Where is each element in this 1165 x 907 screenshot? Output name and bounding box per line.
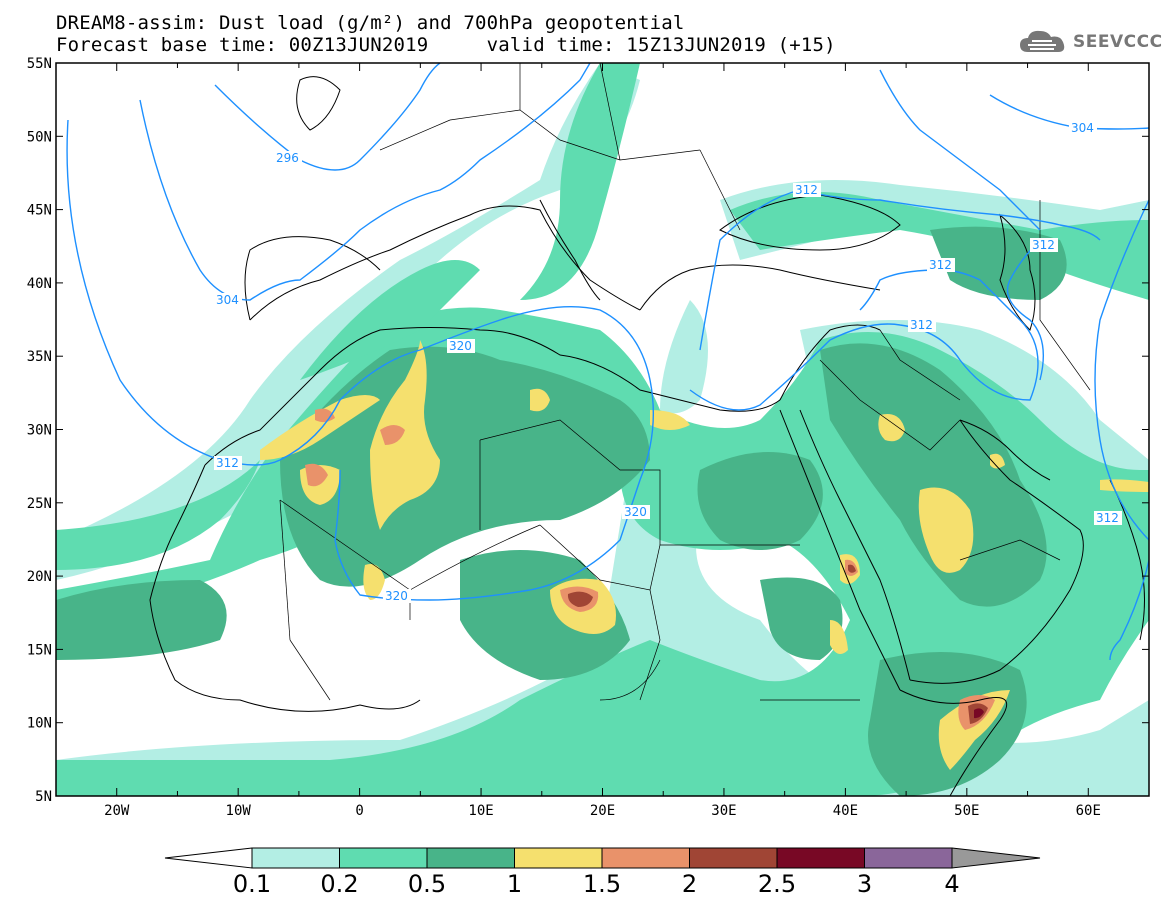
colorbar-under-triangle — [164, 847, 253, 869]
contour-label-304-northeast: 304 — [1071, 121, 1094, 135]
colorbar-segment — [339, 847, 428, 869]
lon-label: 0 — [355, 803, 363, 819]
contour-label-312-turkey: 312 — [929, 258, 952, 272]
colorbar-label: 0.5 — [407, 870, 447, 898]
colorbar-label: 1 — [506, 870, 523, 898]
colorbar-label: 0.2 — [320, 870, 359, 898]
logo-text: SEEVCCC — [1073, 32, 1163, 52]
latitude-labels: 55N 50N 45N 40N 35N 30N 25N 20N 15N 10N 5N — [27, 56, 52, 805]
contour-label-312-east: 312 — [1096, 511, 1119, 525]
colorbar-segment — [689, 847, 778, 869]
dust-fill-level-2.5 — [974, 708, 984, 719]
contour-label-312-west: 312 — [216, 456, 239, 470]
lon-label: 20E — [590, 803, 615, 819]
lat-label: 20N — [27, 569, 52, 585]
contour-label-320-south: 320 — [385, 589, 408, 603]
colorbar-segment — [776, 847, 865, 869]
colorbar-label: 2 — [681, 870, 698, 898]
contour-label-296: 296 — [276, 151, 299, 165]
lat-label: 55N — [27, 56, 52, 72]
chart-subtitle: Forecast base time: 00Z13JUN2019 valid t… — [56, 34, 836, 56]
colorbar-label: 2.5 — [757, 870, 797, 898]
dust-fill-level-0.5 — [56, 226, 1067, 796]
lat-label: 45N — [27, 203, 52, 219]
axis-ticks — [55, 62, 1150, 797]
colorbar — [164, 847, 1041, 869]
lat-label: 35N — [27, 349, 52, 365]
lat-label: 5N — [35, 789, 52, 805]
colorbar-segment — [601, 847, 690, 869]
lat-label: 25N — [27, 496, 52, 512]
colorbar-over-triangle — [951, 847, 1041, 869]
lon-label: 20W — [104, 803, 130, 819]
contour-label-304: 304 — [216, 293, 239, 307]
colorbar-label: 4 — [944, 870, 960, 898]
map-area: 296 304 312 320 320 320 312 312 312 312 … — [56, 63, 1149, 796]
lon-label: 10W — [226, 803, 252, 819]
colorbar-segment — [251, 847, 340, 869]
contour-label-320-east: 320 — [624, 505, 647, 519]
lon-label: 60E — [1076, 803, 1101, 819]
lon-label: 50E — [954, 803, 979, 819]
colorbar-segment — [514, 847, 603, 869]
lat-label: 30N — [27, 423, 52, 439]
contour-label-312-blacksea: 312 — [795, 183, 818, 197]
colorbar-segment — [426, 847, 515, 869]
lon-label: 30E — [711, 803, 736, 819]
country-borders — [279, 63, 1091, 701]
lon-label: 40E — [833, 803, 858, 819]
contour-labels: 296 304 312 320 320 320 312 312 312 312 … — [214, 121, 1122, 603]
cloud-icon — [1020, 30, 1065, 52]
colorbar-label: 3 — [856, 870, 873, 898]
lat-label: 10N — [27, 716, 52, 732]
colorbar-label: 1.5 — [582, 870, 622, 898]
contour-label-312-iraq: 312 — [910, 318, 933, 332]
lat-label: 40N — [27, 276, 52, 292]
colorbar-segment — [864, 847, 953, 869]
longitude-labels: 20W 10W 0 10E 20E 30E 40E 50E 60E — [104, 803, 1101, 819]
chart-title: DREAM8-assim: Dust load (g/m²) and 700hP… — [56, 12, 685, 34]
coastlines — [149, 76, 1145, 796]
lon-label: 10E — [468, 803, 493, 819]
contour-label-312-caspian: 312 — [1032, 238, 1055, 252]
lat-label: 15N — [27, 642, 52, 658]
seevccc-logo: SEEVCCC — [1018, 28, 1163, 56]
contour-label-320-north: 320 — [449, 339, 472, 353]
colorbar-label: 0.1 — [232, 870, 272, 898]
geopotential-contours — [66, 63, 1149, 661]
lat-label: 50N — [27, 129, 52, 145]
